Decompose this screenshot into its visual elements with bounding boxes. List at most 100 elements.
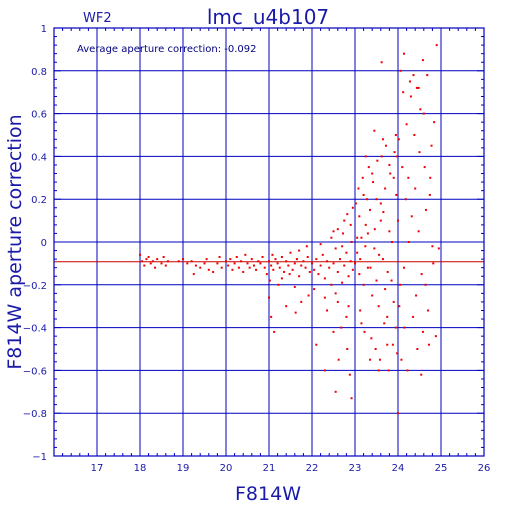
data-point [360, 322, 363, 325]
data-point [388, 163, 391, 166]
data-point [423, 166, 426, 169]
data-point [145, 258, 148, 261]
data-point [373, 129, 376, 132]
data-point [356, 251, 359, 254]
data-point [384, 144, 387, 147]
panel-label: WF2 [83, 11, 112, 26]
data-point [334, 292, 337, 295]
x-tick-label: 18 [134, 463, 147, 474]
data-point [336, 270, 339, 273]
data-point [229, 258, 232, 261]
data-point [415, 86, 418, 89]
data-point [354, 202, 357, 205]
data-point [341, 232, 344, 235]
data-point [252, 264, 255, 267]
data-point [424, 208, 427, 211]
data-point [432, 262, 435, 265]
data-point [207, 268, 210, 271]
data-point [332, 330, 335, 333]
data-point [360, 236, 363, 239]
data-point [393, 151, 396, 154]
data-point [343, 264, 346, 267]
data-point [315, 343, 318, 346]
x-tick-label: 20 [220, 463, 233, 474]
data-point [392, 300, 395, 303]
y-tick-label: −0.2 [23, 281, 47, 292]
data-point [354, 262, 356, 265]
data-point [336, 228, 339, 231]
data-point [349, 223, 352, 226]
data-point [418, 151, 421, 154]
data-point [366, 266, 369, 269]
data-point [276, 262, 279, 265]
data-point [285, 260, 288, 263]
data-point [237, 266, 240, 269]
data-point [192, 273, 195, 276]
data-point [298, 275, 301, 278]
data-point [429, 176, 432, 179]
data-point [332, 262, 335, 265]
data-point [380, 155, 383, 158]
data-point [397, 138, 400, 141]
data-point [399, 283, 402, 286]
data-point [378, 253, 381, 256]
data-point [273, 330, 276, 333]
data-point [420, 373, 423, 376]
y-tick-label: 0 [41, 238, 47, 249]
data-point [300, 300, 303, 303]
data-point [298, 249, 301, 252]
y-tick-label: −1 [32, 452, 47, 463]
data-point [338, 258, 341, 261]
data-point [407, 241, 410, 243]
data-point [332, 230, 335, 233]
data-point [293, 285, 296, 288]
data-point [177, 260, 180, 263]
data-point [280, 255, 283, 258]
data-point [386, 343, 389, 346]
data-point [274, 258, 277, 261]
axis-ticks [53, 27, 485, 457]
data-point [378, 358, 381, 361]
x-tick-label: 26 [478, 463, 491, 474]
data-point [400, 358, 403, 361]
data-point [369, 358, 372, 361]
data-point [293, 262, 296, 265]
data-point [415, 294, 418, 297]
data-point [289, 251, 292, 254]
data-point [384, 187, 387, 190]
data-point [216, 262, 219, 265]
data-point [366, 198, 369, 201]
data-point [288, 273, 291, 276]
data-point [305, 245, 308, 248]
grid-lines [54, 28, 484, 456]
data-point [205, 258, 208, 261]
data-point [416, 348, 419, 350]
data-point [317, 273, 320, 276]
data-point [294, 311, 297, 314]
data-point [364, 155, 367, 158]
data-point [166, 260, 169, 263]
data-point [263, 266, 266, 269]
data-point [350, 241, 353, 243]
data-point [280, 277, 283, 280]
data-point [361, 176, 364, 179]
data-point [371, 172, 374, 175]
data-point [376, 159, 379, 162]
data-point [414, 187, 417, 190]
data-point [406, 369, 409, 372]
data-point [369, 208, 372, 211]
data-point [427, 309, 430, 312]
data-point [323, 369, 326, 372]
y-tick-label: 0.6 [31, 110, 47, 121]
x-tick-label: 21 [263, 463, 276, 474]
data-point [345, 315, 348, 318]
data-point [374, 348, 377, 350]
data-point [412, 74, 415, 77]
data-point [399, 69, 402, 72]
x-tick-label: 25 [435, 463, 448, 474]
data-point [268, 260, 270, 263]
data-point [259, 262, 262, 265]
data-point [278, 266, 281, 269]
data-point [313, 268, 316, 271]
y-tick-label: −0.6 [23, 366, 47, 377]
